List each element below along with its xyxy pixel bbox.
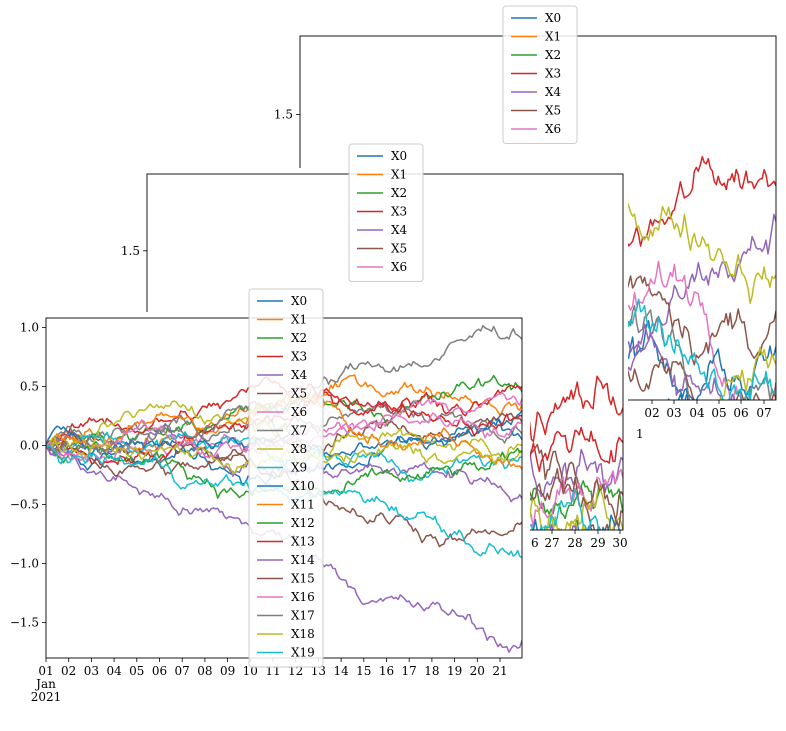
- y-tick-label: 0.5: [20, 379, 39, 393]
- x-tick-label-partial: 6: [531, 536, 539, 550]
- legend-back: X0 X1 X2 X3 X4 X5 X6: [502, 5, 578, 144]
- x-tick-label: 04: [689, 406, 705, 420]
- legend-entry: X14: [291, 553, 315, 567]
- x-tick-label: 03: [666, 406, 681, 420]
- x-tick-label: 16: [379, 664, 394, 678]
- legend-entry: X6: [545, 122, 561, 136]
- legend-entry: X0: [291, 294, 307, 308]
- legend-entry: X9: [291, 461, 307, 475]
- legend-entry: X1: [391, 168, 407, 182]
- x-tick-label: 02: [61, 664, 76, 678]
- x-tick-label: 06: [733, 406, 748, 420]
- y-tick-label: −0.5: [10, 498, 39, 512]
- legend-entry: X16: [291, 590, 315, 604]
- legend-entry: X4: [545, 85, 562, 99]
- y-tick-label: 1.5: [121, 244, 140, 258]
- x-tick-label: 04: [106, 664, 122, 678]
- legend-entry: X2: [391, 186, 407, 200]
- legend-front: X0 X1 X2 X3 X4 X5 X6 X7 X8 X9 X10 X11 X12 X13 X14 X15 X1…: [248, 288, 324, 668]
- legend-entry: X3: [391, 205, 407, 219]
- legend-entry: X17: [291, 609, 315, 623]
- x-tick-label: 15: [356, 664, 371, 678]
- x-tick-label: 19: [447, 664, 462, 678]
- legend-entry: X1: [291, 313, 307, 327]
- x-tick-label: 29: [590, 536, 605, 550]
- legend-entry: X4: [291, 368, 308, 382]
- legend-entry: X4: [391, 223, 408, 237]
- legend-entry: X8: [291, 442, 307, 456]
- x-tick-label: 05: [129, 664, 144, 678]
- legend-entry: X11: [291, 498, 315, 512]
- legend-entry: X15: [291, 572, 315, 586]
- legend-entry: X5: [391, 242, 407, 256]
- x-tick-label: 20: [470, 664, 485, 678]
- x-tick-label: 27: [544, 536, 559, 550]
- x-tick-label: 07: [756, 406, 771, 420]
- legend-entry: X1: [545, 30, 561, 44]
- legend-entry: X6: [391, 260, 407, 274]
- x-tick-label: 17: [402, 664, 417, 678]
- legend-entry: X13: [291, 535, 315, 549]
- y-tick-label: 1.0: [20, 320, 39, 334]
- x-tick-label-partial: 1: [636, 427, 644, 441]
- y-tick-label: −1.5: [10, 616, 39, 630]
- x-tick-label: 28: [567, 536, 582, 550]
- legend-entry: X0: [545, 11, 561, 25]
- x-tick-label: 21: [492, 664, 507, 678]
- legend-entry: X0: [391, 149, 407, 163]
- legend-back-frame: [502, 5, 578, 144]
- y-tick-label: 1.5: [274, 108, 293, 122]
- y-tick-label: 0.0: [20, 439, 39, 453]
- x-tick-label: 09: [220, 664, 235, 678]
- x-tick-label: 05: [711, 406, 726, 420]
- x-tick-label: 03: [84, 664, 99, 678]
- legend-front-frame: [248, 288, 324, 668]
- legend-entry: X3: [545, 67, 561, 81]
- x-sublabel-month: Jan: [34, 677, 56, 691]
- legend-middle-frame: [348, 143, 424, 282]
- legend-entry: X18: [291, 627, 315, 641]
- x-tick-label: 01: [38, 664, 53, 678]
- x-tick-label: 18: [424, 664, 439, 678]
- legend-entry: X12: [291, 516, 315, 530]
- y-tick-label: −1.0: [10, 557, 39, 571]
- legend-entry: X5: [291, 387, 307, 401]
- legend-entry: X6: [291, 405, 307, 419]
- x-tick-label: 06: [152, 664, 167, 678]
- x-tick-label: 08: [197, 664, 212, 678]
- legend-entry: X5: [545, 104, 561, 118]
- legend-middle: X0 X1 X2 X3 X4 X5 X6: [348, 143, 424, 282]
- legend-entry: X10: [291, 479, 315, 493]
- legend-entry: X7: [291, 424, 307, 438]
- x-tick-label: 14: [333, 664, 349, 678]
- x-sublabel-year: 2021: [31, 690, 62, 704]
- legend-entry: X2: [545, 48, 561, 62]
- x-tick-label: 02: [644, 406, 659, 420]
- x-tick-label: 30: [612, 536, 627, 550]
- legend-entry: X3: [291, 350, 307, 364]
- x-tick-label: 07: [175, 664, 190, 678]
- legend-entry: X2: [291, 331, 307, 345]
- legend-entry: X19: [291, 646, 315, 660]
